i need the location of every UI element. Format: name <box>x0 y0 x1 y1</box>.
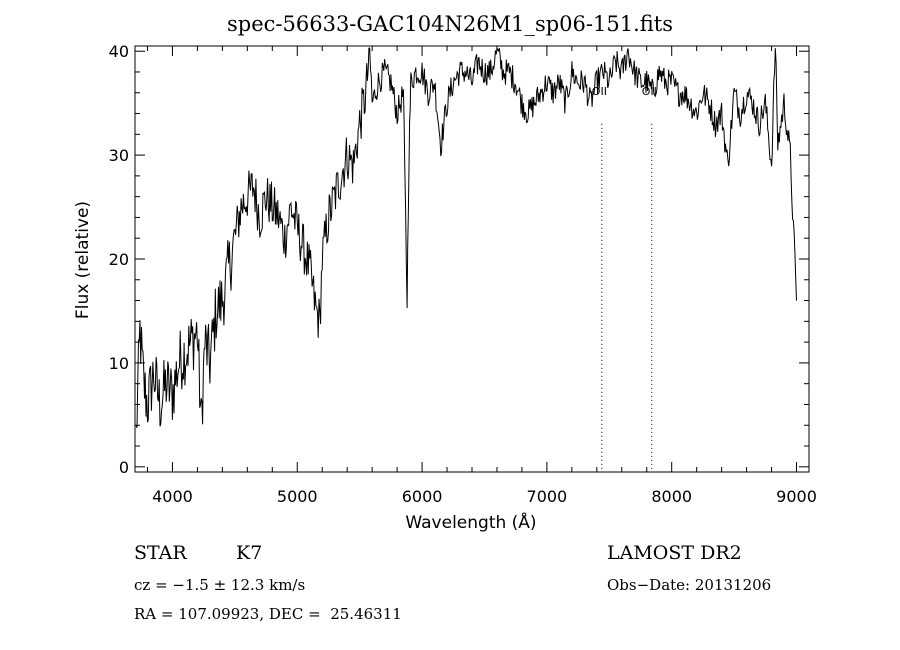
x-tick-label: 4000 <box>152 487 193 506</box>
object-subclass: K7 <box>236 542 263 564</box>
line-marker-label: OII <box>642 85 657 98</box>
y-tick-label: 30 <box>109 146 129 165</box>
x-tick-label: 5000 <box>277 487 318 506</box>
annotation-layer: OII OII <box>592 85 657 472</box>
x-tick-label: 7000 <box>527 487 568 506</box>
y-tick-label: 0 <box>119 458 129 477</box>
plot-frame <box>134 45 810 473</box>
flux-line-layer <box>135 46 797 428</box>
observation-date: Obs−Date: 20131206 <box>607 576 772 594</box>
x-axis-label: Wavelength (Å) <box>405 511 536 533</box>
survey-name: LAMOST DR2 <box>607 542 742 564</box>
chart-title: spec-56633-GAC104N26M1_sp06-151.fits <box>227 12 673 36</box>
x-tick-label: 8000 <box>651 487 692 506</box>
line-marker-label: OII <box>592 85 607 98</box>
y-axis-label: Flux (relative) <box>73 201 93 319</box>
object-class: STAR <box>134 542 187 564</box>
axis-ticks: 4000 5000 6000 7000 8000 9000 0 10 20 30 40 <box>109 42 817 506</box>
y-tick-label: 40 <box>109 42 129 61</box>
flux-series-line <box>135 46 797 428</box>
redshift-velocity: cz = −1.5 ± 12.3 km/s <box>134 576 306 594</box>
plot-border <box>134 45 810 473</box>
x-tick-label: 9000 <box>776 487 817 506</box>
x-tick-label: 6000 <box>402 487 443 506</box>
sky-coordinates: RA = 107.09923, DEC = 25.46311 <box>134 605 402 623</box>
y-tick-label: 10 <box>109 354 129 373</box>
y-tick-label: 20 <box>109 250 129 269</box>
